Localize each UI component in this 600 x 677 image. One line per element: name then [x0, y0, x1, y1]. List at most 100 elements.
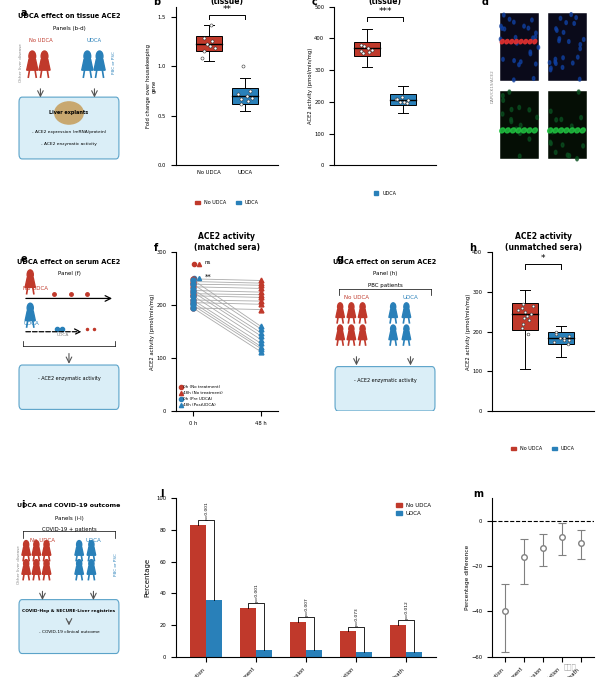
Circle shape — [84, 51, 91, 62]
Ellipse shape — [527, 128, 532, 133]
Text: No UDCA: No UDCA — [23, 286, 48, 290]
FancyBboxPatch shape — [19, 600, 119, 653]
Bar — [232, 88, 258, 104]
Polygon shape — [336, 309, 344, 318]
Circle shape — [96, 51, 103, 62]
Polygon shape — [358, 332, 367, 340]
Circle shape — [551, 130, 554, 134]
Y-axis label: Percentage difference: Percentage difference — [465, 545, 470, 610]
Polygon shape — [402, 309, 410, 318]
Circle shape — [560, 117, 563, 122]
Text: a: a — [21, 8, 28, 18]
Legend: No UDCA, UDCA: No UDCA, UDCA — [394, 501, 433, 518]
Text: - ACE2 expression (mRNA/protein): - ACE2 expression (mRNA/protein) — [32, 131, 106, 135]
Circle shape — [77, 541, 82, 548]
Text: UDCA: UDCA — [23, 321, 39, 326]
Circle shape — [531, 18, 533, 22]
Circle shape — [27, 270, 33, 280]
Text: **: ** — [223, 5, 232, 14]
Circle shape — [577, 56, 579, 59]
Circle shape — [523, 24, 525, 28]
Circle shape — [338, 325, 343, 333]
Bar — [500, 13, 539, 81]
Circle shape — [570, 13, 572, 16]
Polygon shape — [347, 332, 356, 340]
Circle shape — [568, 40, 570, 43]
Circle shape — [562, 56, 564, 60]
Polygon shape — [42, 547, 51, 555]
Circle shape — [535, 62, 537, 66]
Text: f: f — [154, 243, 158, 253]
Circle shape — [510, 108, 513, 112]
Polygon shape — [94, 60, 105, 70]
Text: UDCA and COVID-19 outcome: UDCA and COVID-19 outcome — [17, 503, 121, 508]
Text: UDCA: UDCA — [86, 538, 101, 543]
Circle shape — [562, 30, 565, 35]
Circle shape — [575, 16, 577, 20]
Bar — [256, 651, 272, 657]
Polygon shape — [402, 332, 410, 340]
Circle shape — [503, 27, 506, 31]
Circle shape — [501, 112, 504, 116]
Ellipse shape — [511, 128, 515, 133]
Text: PBC or PSC: PBC or PSC — [112, 51, 116, 74]
Text: Other liver disease: Other liver disease — [19, 43, 23, 82]
Bar — [354, 42, 380, 56]
Circle shape — [578, 77, 581, 81]
Circle shape — [44, 541, 49, 548]
Bar — [391, 94, 416, 105]
Circle shape — [520, 123, 522, 127]
Text: d: d — [482, 0, 489, 7]
Circle shape — [565, 21, 568, 24]
Ellipse shape — [548, 128, 553, 133]
Circle shape — [561, 143, 564, 147]
Circle shape — [529, 50, 532, 54]
Text: p<0.012: p<0.012 — [404, 600, 409, 619]
Circle shape — [513, 59, 515, 62]
Circle shape — [502, 98, 505, 102]
Circle shape — [520, 60, 522, 64]
Circle shape — [360, 325, 365, 333]
Circle shape — [29, 51, 35, 62]
Text: 量子位: 量子位 — [563, 663, 576, 670]
Ellipse shape — [500, 128, 505, 133]
Circle shape — [501, 26, 503, 30]
Polygon shape — [358, 309, 367, 318]
Circle shape — [360, 303, 365, 311]
Circle shape — [532, 36, 534, 40]
Ellipse shape — [528, 39, 532, 44]
Circle shape — [580, 116, 583, 120]
Text: p<0.001: p<0.001 — [205, 501, 209, 519]
Circle shape — [548, 61, 551, 64]
Ellipse shape — [505, 128, 510, 133]
Circle shape — [532, 77, 535, 81]
Circle shape — [515, 127, 518, 131]
Text: Liver explants: Liver explants — [49, 110, 89, 116]
Ellipse shape — [519, 39, 523, 44]
Ellipse shape — [505, 39, 509, 44]
Circle shape — [536, 115, 538, 119]
FancyBboxPatch shape — [335, 367, 435, 411]
Ellipse shape — [55, 102, 83, 124]
Text: COVID-Hep & SECURE-Liver registries: COVID-Hep & SECURE-Liver registries — [22, 609, 116, 613]
Circle shape — [510, 118, 512, 122]
Bar — [512, 303, 538, 330]
Circle shape — [515, 41, 518, 45]
Ellipse shape — [569, 128, 574, 133]
Text: UDCA: UDCA — [87, 39, 102, 43]
Polygon shape — [32, 547, 41, 555]
Text: - ACE2 enzymatic activity: - ACE2 enzymatic activity — [353, 378, 416, 383]
Polygon shape — [32, 566, 41, 574]
Circle shape — [349, 303, 354, 311]
Circle shape — [518, 63, 520, 66]
Circle shape — [556, 28, 558, 32]
Text: UDCA effect on tissue ACE2: UDCA effect on tissue ACE2 — [17, 13, 120, 19]
Circle shape — [579, 47, 581, 51]
Circle shape — [579, 43, 581, 47]
Circle shape — [23, 541, 29, 548]
Circle shape — [558, 37, 560, 41]
Polygon shape — [336, 332, 344, 340]
Bar — [290, 621, 306, 657]
Circle shape — [502, 93, 504, 97]
Circle shape — [404, 303, 409, 311]
